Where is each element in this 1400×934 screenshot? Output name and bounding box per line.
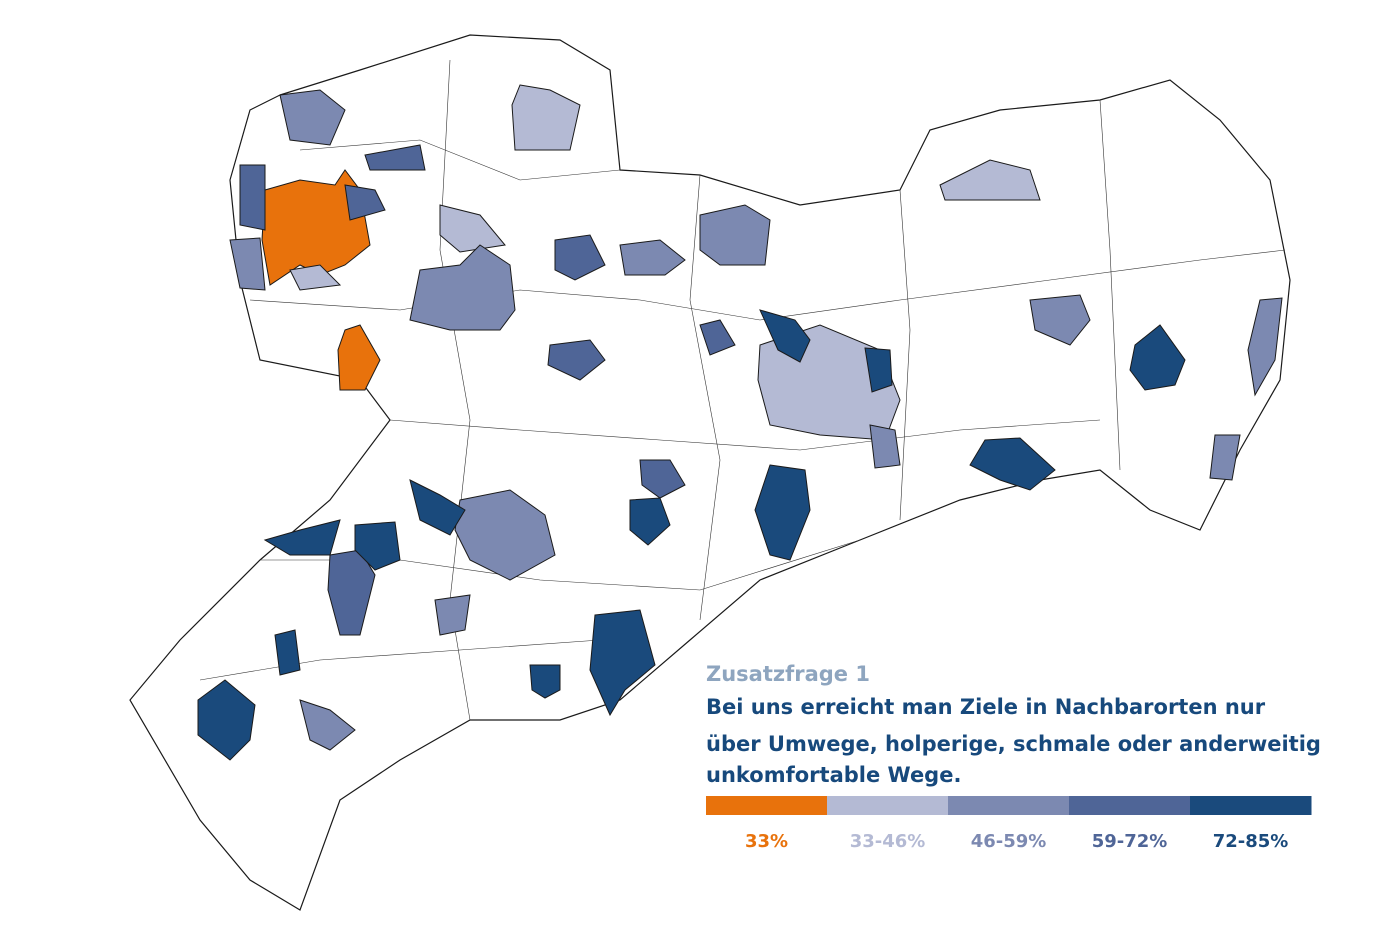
legend-swatch bbox=[1069, 796, 1191, 815]
legend-swatch bbox=[1190, 796, 1312, 815]
region bbox=[261, 169, 371, 286]
state-outline bbox=[129, 34, 1291, 911]
region bbox=[197, 679, 256, 761]
region bbox=[547, 339, 606, 381]
legend: 33% 33-46% 46-59% 59-72% 72-85% bbox=[706, 796, 1312, 852]
legend-label: 33% bbox=[745, 831, 788, 852]
region bbox=[1209, 434, 1241, 481]
region bbox=[229, 237, 266, 291]
region bbox=[1129, 324, 1186, 391]
region bbox=[754, 464, 811, 561]
region bbox=[337, 324, 381, 391]
region bbox=[529, 664, 561, 699]
region bbox=[344, 184, 386, 221]
legend-swatch bbox=[706, 796, 828, 815]
municipal-borders bbox=[199, 59, 1286, 721]
region bbox=[969, 437, 1056, 491]
region bbox=[619, 239, 686, 276]
region bbox=[289, 264, 342, 291]
map bbox=[129, 34, 1291, 911]
region bbox=[409, 479, 466, 536]
region bbox=[364, 144, 426, 171]
legend-label: 59-72% bbox=[1092, 831, 1168, 852]
region bbox=[639, 459, 686, 499]
regions bbox=[197, 84, 1283, 761]
region bbox=[511, 84, 581, 151]
legend-swatch bbox=[827, 796, 949, 815]
region bbox=[1247, 297, 1283, 397]
legend-swatch bbox=[948, 796, 1070, 815]
region bbox=[354, 521, 401, 571]
legend-label: 33-46% bbox=[850, 831, 926, 852]
region bbox=[454, 489, 556, 581]
region bbox=[699, 319, 736, 356]
region bbox=[1029, 294, 1091, 346]
question-line: unkomfortable Wege. bbox=[706, 763, 961, 787]
question-line: Bei uns erreicht man Ziele in Nachbarort… bbox=[706, 695, 1266, 719]
region bbox=[589, 609, 656, 717]
region bbox=[279, 89, 346, 146]
border bbox=[199, 59, 1286, 721]
region bbox=[759, 309, 811, 363]
question-line: über Umwege, holperige, schmale oder and… bbox=[706, 732, 1321, 756]
region bbox=[554, 234, 606, 281]
region bbox=[263, 519, 341, 556]
region bbox=[939, 159, 1041, 201]
region bbox=[274, 629, 301, 676]
region bbox=[869, 424, 901, 469]
legend-label: 72-85% bbox=[1213, 831, 1289, 852]
region bbox=[864, 347, 893, 393]
region bbox=[409, 244, 516, 331]
legend-label: 46-59% bbox=[971, 831, 1047, 852]
region bbox=[629, 497, 671, 546]
region bbox=[699, 204, 771, 266]
region bbox=[239, 164, 266, 231]
subtitle: Zusatzfrage 1 bbox=[706, 662, 870, 686]
region bbox=[434, 594, 471, 636]
region bbox=[299, 699, 356, 751]
